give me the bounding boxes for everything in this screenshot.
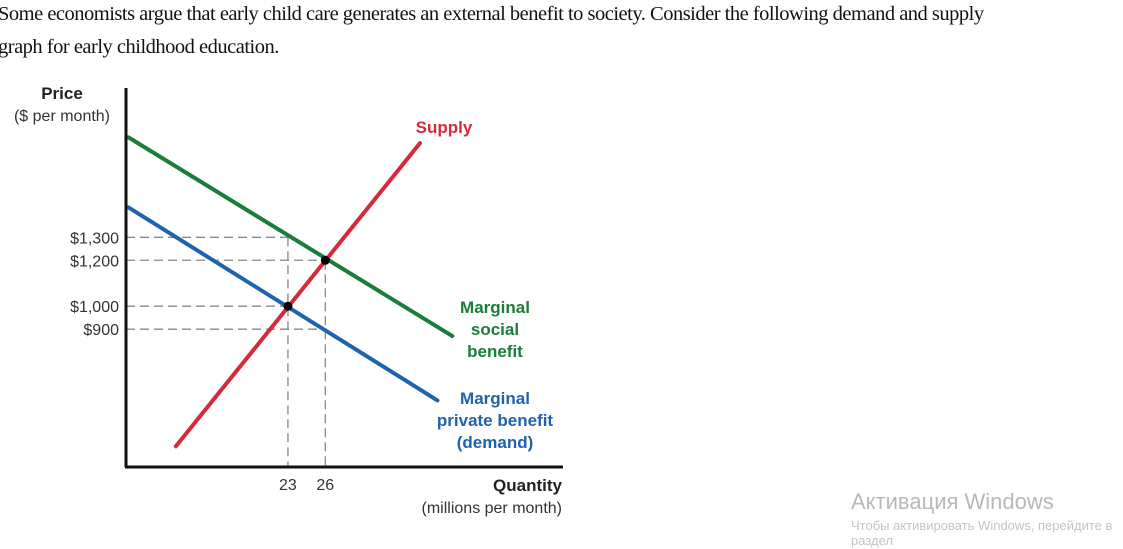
windows-activation-subtitle: Чтобы активировать Windows, перейдите в … <box>851 518 1113 548</box>
y-tick-label: $900 <box>83 322 119 339</box>
series-line-0 <box>173 141 422 449</box>
y-tick-label: $1,200 <box>70 253 119 270</box>
x-tick-label: 26 <box>316 477 334 494</box>
y-axis-label: Price <box>41 84 83 103</box>
equilibrium-point <box>320 255 330 265</box>
y-tick-label: $1,300 <box>70 230 119 247</box>
series-line-2 <box>126 205 440 403</box>
series-label: Marginal social benefit <box>460 298 530 361</box>
y-axis-unit: ($ per month) <box>14 108 110 125</box>
series-line-1 <box>126 135 455 339</box>
y-tick-label: $1,000 <box>70 299 119 316</box>
x-axis-unit: (millions per month) <box>422 500 562 517</box>
x-axis-label: Quantity <box>493 476 562 495</box>
equilibrium-point <box>283 301 293 311</box>
windows-activation-title: Активация Windows <box>851 489 1054 514</box>
series-label: Supply <box>416 118 473 137</box>
question-line-1: Some economists argue that early child c… <box>0 3 984 25</box>
question-text: Some economists argue that early child c… <box>0 0 1121 64</box>
series-label: Marginal private benefit (demand) <box>437 389 554 452</box>
question-line-2: graph for early childhood education. <box>0 36 279 58</box>
x-tick-label: 23 <box>279 477 297 494</box>
